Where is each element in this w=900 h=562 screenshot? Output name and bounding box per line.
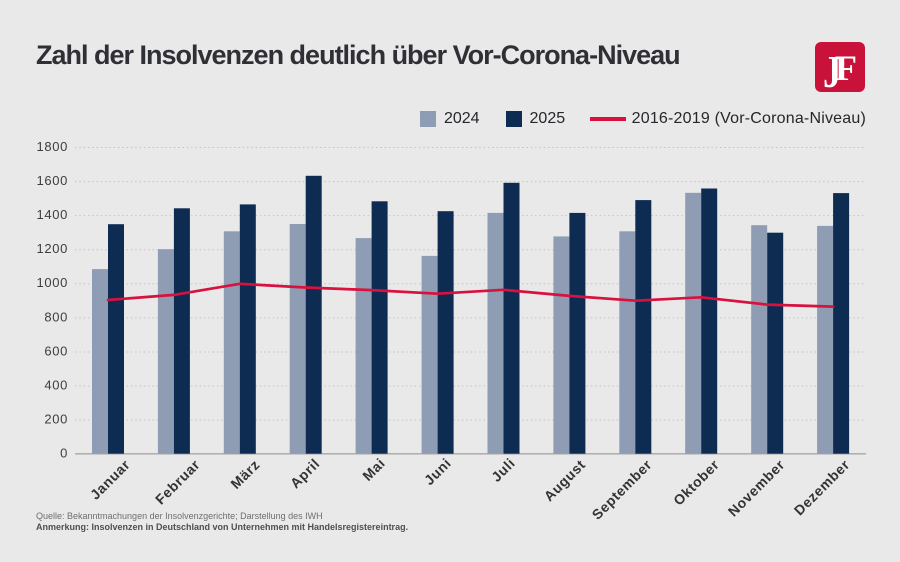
svg-text:600: 600 <box>44 343 68 358</box>
svg-text:April: April <box>287 455 323 491</box>
svg-text:1200: 1200 <box>36 241 68 256</box>
svg-text:200: 200 <box>44 412 68 427</box>
svg-text:Oktober: Oktober <box>670 456 722 508</box>
svg-text:Dezember: Dezember <box>791 456 853 518</box>
svg-text:1600: 1600 <box>36 173 68 188</box>
svg-text:0: 0 <box>60 446 68 461</box>
svg-text:September: September <box>589 456 655 522</box>
svg-text:November: November <box>725 456 788 519</box>
svg-text:800: 800 <box>44 309 68 324</box>
svg-text:Juli: Juli <box>488 455 518 485</box>
svg-text:März: März <box>227 456 263 492</box>
svg-text:Juni: Juni <box>421 455 454 488</box>
svg-text:Januar: Januar <box>87 456 133 502</box>
svg-text:1400: 1400 <box>36 207 68 222</box>
svg-text:Februar: Februar <box>152 456 203 507</box>
svg-text:400: 400 <box>44 377 68 392</box>
svg-text:1000: 1000 <box>36 275 68 290</box>
svg-text:1800: 1800 <box>36 139 68 154</box>
svg-text:Mai: Mai <box>359 455 388 484</box>
svg-text:August: August <box>541 456 589 504</box>
